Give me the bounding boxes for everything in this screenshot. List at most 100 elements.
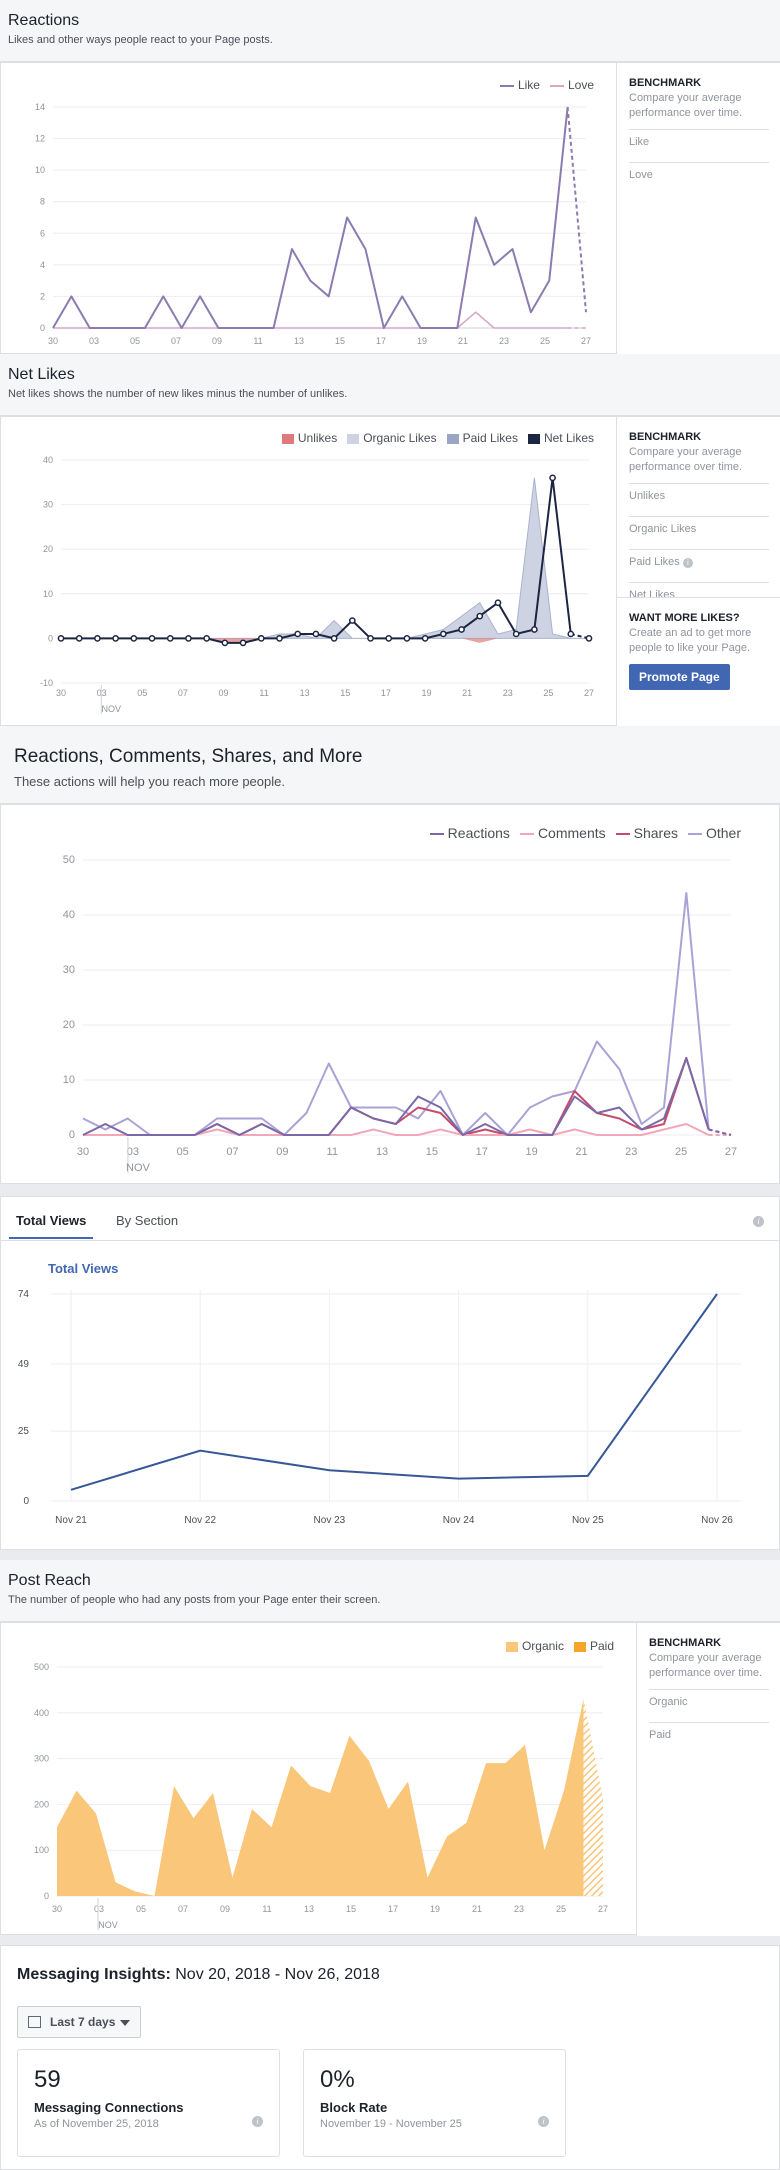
y-tick-label: 40 [43, 455, 53, 465]
legend-label[interactable]: Like [517, 78, 540, 92]
tab-by-section[interactable]: By Section [116, 1213, 178, 1228]
date-range-button[interactable]: Last 7 days [17, 2006, 141, 2038]
net-likes-point [94, 635, 101, 642]
x-tick-label: 09 [218, 688, 228, 698]
kpi-value: 0% [320, 2066, 355, 2093]
net-likes-point [75, 635, 83, 642]
kpi-block-rate: 0% Block Rate November 19 - November 25 … [303, 2049, 566, 2157]
x-tick-label: 05 [130, 336, 140, 346]
post-reach-legend: Organic Paid [496, 1639, 614, 1653]
x-tick-label: 23 [625, 1146, 637, 1158]
promote-page-button[interactable]: Promote Page [629, 664, 730, 690]
info-icon[interactable]: i [252, 2116, 263, 2127]
net-likes-point [276, 635, 283, 642]
legend-swatch [519, 833, 534, 836]
net-likes-point [567, 630, 575, 638]
x-tick-label: 13 [300, 688, 310, 698]
y-tick-label: 500 [34, 1662, 49, 1672]
total-views-line [70, 1293, 718, 1491]
x-tick-label: 13 [294, 336, 304, 346]
post-reach-benchmark: BENCHMARK Compare your average performan… [636, 1623, 780, 1936]
legend-label[interactable]: Shares [633, 825, 678, 841]
x-tick-label: Nov 22 [184, 1515, 216, 1526]
x-tick-label: 17 [388, 1904, 398, 1914]
messaging-card: Messaging Insights: Nov 20, 2018 - Nov 2… [0, 1945, 780, 2170]
legend-label[interactable]: Organic [521, 1639, 564, 1653]
y-tick-label: 74 [18, 1289, 30, 1300]
rcs-legend: Reactions Comments Shares Other [420, 825, 741, 841]
x-sub-label: NOV [126, 1162, 151, 1174]
net-likes-point [439, 630, 447, 638]
series-line-comments [83, 1123, 710, 1136]
benchmark-item-love[interactable]: Love [629, 162, 769, 187]
benchmark-item-organic[interactable]: Organic [649, 1689, 769, 1714]
legend-label[interactable]: Reactions [447, 825, 510, 841]
net-likes-line [61, 476, 572, 644]
caret-down-icon [120, 2020, 130, 2026]
legend-label[interactable]: Unlikes [297, 431, 338, 445]
views-card: Total Views By Section i Total Views 0 25… [0, 1196, 780, 1550]
x-tick-label: 09 [220, 1904, 230, 1914]
benchmark-title: BENCHMARK [629, 77, 702, 89]
legend-label[interactable]: Love [567, 78, 594, 92]
rcs-subtitle: These actions will help you reach more p… [14, 774, 285, 789]
views-divider [1, 1240, 780, 1241]
y-tick-label: 8 [40, 197, 45, 207]
tab-total-views-label: Total Views [16, 1213, 87, 1228]
benchmark-item-paid[interactable]: Paid [649, 1722, 769, 1747]
legend-label[interactable]: Paid [589, 1639, 614, 1653]
net-likes-card: Unlikes Organic Likes Paid Likes Net Likes … [0, 416, 780, 727]
net-likes-point [239, 639, 247, 647]
x-tick-label: 30 [77, 1146, 89, 1158]
net-likes-point [367, 635, 374, 642]
benchmark-title: BENCHMARK [649, 1637, 722, 1649]
series-line-like [52, 106, 569, 329]
net-likes-point [166, 635, 174, 642]
x-tick-label: 19 [525, 1146, 537, 1158]
y-tick-label: 100 [34, 1845, 49, 1855]
legend-swatch [573, 1641, 586, 1652]
post-reach-header: Post Reach The number of people who had … [0, 1560, 780, 1622]
legend-label[interactable]: Organic Likes [363, 431, 437, 445]
x-tick-label: 19 [417, 336, 427, 346]
legend-label[interactable]: Paid Likes [462, 431, 518, 445]
y-tick-label: 400 [34, 1708, 49, 1718]
net-likes-point [476, 612, 484, 620]
organic-reach-projection [583, 1699, 603, 1896]
y-tick-label: 4 [40, 260, 45, 270]
reactions-benchmark: BENCHMARK Compare your average performan… [616, 63, 780, 355]
y-tick-label: 0 [23, 1496, 29, 1507]
net-likes-point [257, 635, 265, 642]
tab-total-views[interactable]: Total Views [16, 1213, 86, 1228]
benchmark-item-paid-likes[interactable]: Paid Likes i [629, 549, 769, 574]
x-tick-label: 03 [127, 1146, 139, 1158]
x-tick-label: 25 [556, 1904, 566, 1914]
legend-label[interactable]: Comments [537, 825, 606, 841]
info-icon[interactable]: i [682, 558, 693, 568]
rcs-card: Reactions Comments Shares Other 0 10 20 30 40 50… [0, 804, 780, 1184]
net-likes-title: Net Likes [8, 366, 75, 383]
legend-label[interactable]: Net Likes [543, 431, 594, 445]
net-likes-point [494, 599, 502, 607]
benchmark-item-like[interactable]: Like [629, 129, 769, 154]
legend-label[interactable]: Other [705, 825, 741, 841]
x-tick-label: 23 [514, 1904, 524, 1914]
benchmark-item-organic-likes[interactable]: Organic Likes [629, 516, 769, 541]
x-tick-label: 15 [340, 688, 350, 698]
series-line-reactions-projection [708, 1128, 732, 1136]
x-tick-label: 27 [581, 336, 591, 346]
series-line-other [82, 892, 710, 1136]
unlikes-area [61, 638, 589, 643]
benchmark-desc: Compare your average performance over ti… [629, 446, 743, 473]
x-sub-label: NOV [98, 1920, 118, 1930]
legend-swatch [549, 84, 564, 87]
benchmark-item-unlikes[interactable]: Unlikes [629, 483, 769, 508]
benchmark-desc: Compare your average performance over ti… [629, 92, 743, 119]
net-likes-point [421, 635, 429, 642]
x-tick-label: 07 [171, 336, 181, 346]
info-icon[interactable]: i [538, 2116, 549, 2127]
post-reach-chart: 0 100 200 300 400 500 30 03 05 07 09 11 13 15 17 19 21 23… [34, 1662, 608, 1930]
y-tick-label: 0 [40, 323, 45, 333]
reactions-chart: 0 2 4 6 8 10 12 14 30 03 05 07 09 11 13 15 17 19 21 23 25 27 [35, 102, 591, 346]
info-icon[interactable]: i [753, 1216, 764, 1227]
